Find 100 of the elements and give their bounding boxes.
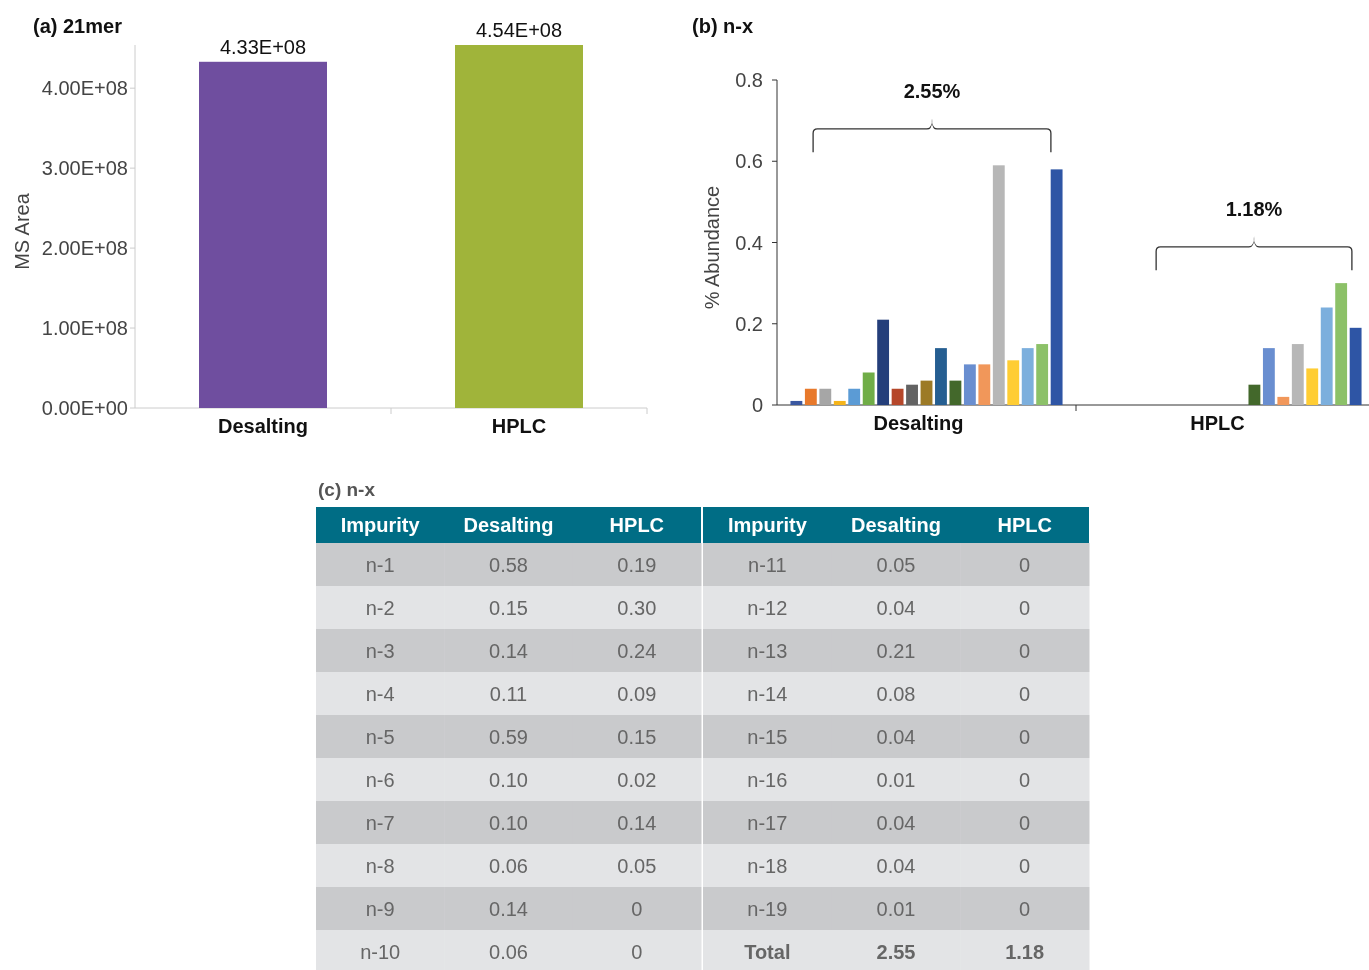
bar [1335,283,1348,405]
y-tick-label: n-15 [747,725,788,748]
data-label: 0.06 [489,854,528,877]
x-tick-label: Desalting [463,514,554,536]
data-label: 0.04 [876,596,916,619]
bar [833,400,846,405]
y-tick-label: n-1 [365,553,395,576]
data-label: 0.58 [489,553,528,576]
y-tick-label: 2.00E+08 [41,237,128,260]
chart-title: (b) n-x [692,15,754,37]
y-tick-label: n-12 [747,596,788,619]
data-label: 0.14 [489,897,528,920]
data-label: 0.59 [489,725,528,748]
data-label: 0.15 [489,596,528,619]
data-label: 0.09 [617,682,657,705]
y-axis-title: % Abundance [701,185,723,310]
y-tick-label: 0 [751,394,763,416]
bar [906,384,918,405]
y-axis-title: MS Area [11,192,33,270]
data-label: 0.01 [876,897,916,920]
data-label: 0.19 [617,553,657,576]
y-tick-label: 0.00E+00 [41,397,128,419]
data-label: 0 [1019,768,1031,791]
bar [963,364,976,405]
data-label: 0.08 [876,682,916,705]
y-tick-label: n-17 [747,811,788,834]
data-label: 0 [1019,639,1031,662]
data-label: 0 [1019,725,1031,748]
y-axis-title: Impurity [727,514,808,536]
data-label: 0.15 [617,725,657,748]
data-label: 0.04 [876,811,916,834]
y-tick-label: n-4 [365,682,395,705]
data-label: 2.55 [876,940,916,963]
data-label: 0.01 [876,768,916,791]
x-tick-label: HPLC [997,514,1052,536]
bar [978,364,991,405]
bar [1291,344,1304,405]
x-tick-label: Desalting [873,412,964,434]
data-label: 0.30 [617,596,657,619]
data-label: 0.11 [489,682,528,705]
bar [804,388,817,405]
y-tick-label: n-10 [360,940,401,963]
bar [1349,327,1362,405]
y-axis-title: Impurity [340,514,421,536]
y-tick-label: n-16 [747,768,788,791]
y-tick-label: 0.8 [735,69,763,91]
data-label: 4.33E+08 [219,35,307,58]
data-label: 0.14 [489,639,528,662]
y-tick-label: n-2 [365,596,395,619]
y-tick-label: 0.6 [735,150,763,173]
data-label: 0.10 [489,768,528,791]
data-label: 0 [631,897,643,920]
y-tick-label: n-7 [365,811,395,834]
y-tick-label: 0.2 [735,312,763,335]
bar [1021,348,1034,405]
x-tick-label: HPLC [609,514,665,536]
y-tick-label: 4.00E+08 [41,77,128,100]
data-label: 0.06 [489,940,528,963]
bar [1306,368,1319,405]
y-tick-label: 3.00E+08 [41,157,128,180]
data-label: 0 [1019,897,1031,920]
bar [1262,348,1275,405]
bar [1007,360,1020,405]
bar [949,380,962,405]
data-label: 4.54E+08 [475,19,563,41]
y-tick-label: n-13 [747,639,788,662]
data-label: 0.24 [617,639,657,662]
annotation: 2.55% [903,80,961,103]
y-tick-label: n-11 [748,553,787,576]
bar [891,388,904,405]
bar [1248,384,1261,405]
y-tick-label: 1.00E+08 [41,317,128,340]
data-label: 0 [1019,811,1031,834]
data-label: 0.21 [876,639,916,662]
data-label: 0.04 [876,725,916,748]
y-tick-label: Total [744,940,791,963]
data-label: 0.10 [489,811,528,834]
chart-title: (a) 21mer [33,15,123,37]
data-label: 0.05 [876,553,916,576]
chart-title: (c) n-x [318,479,376,500]
bar [862,372,875,405]
data-label: 0 [631,940,643,963]
data-label: 0.14 [617,811,657,834]
y-tick-label: n-18 [747,854,788,877]
bar [790,400,803,405]
bar [819,388,832,405]
annotation: 1.18% [1225,198,1283,221]
y-tick-label: n-8 [365,854,395,877]
bar [1050,169,1063,405]
y-tick-label: n-5 [365,725,395,748]
bar [992,165,1005,405]
data-label: 0 [1019,596,1031,619]
y-tick-label: n-14 [747,682,788,705]
x-tick-label: HPLC [1190,412,1245,434]
x-tick-label: Desalting [217,415,309,437]
y-tick-label: n-3 [365,639,395,662]
data-label: 0.02 [617,768,657,791]
y-tick-label: 0.4 [735,231,763,254]
data-label: 0 [1019,553,1031,576]
data-label: 0.05 [617,854,657,877]
